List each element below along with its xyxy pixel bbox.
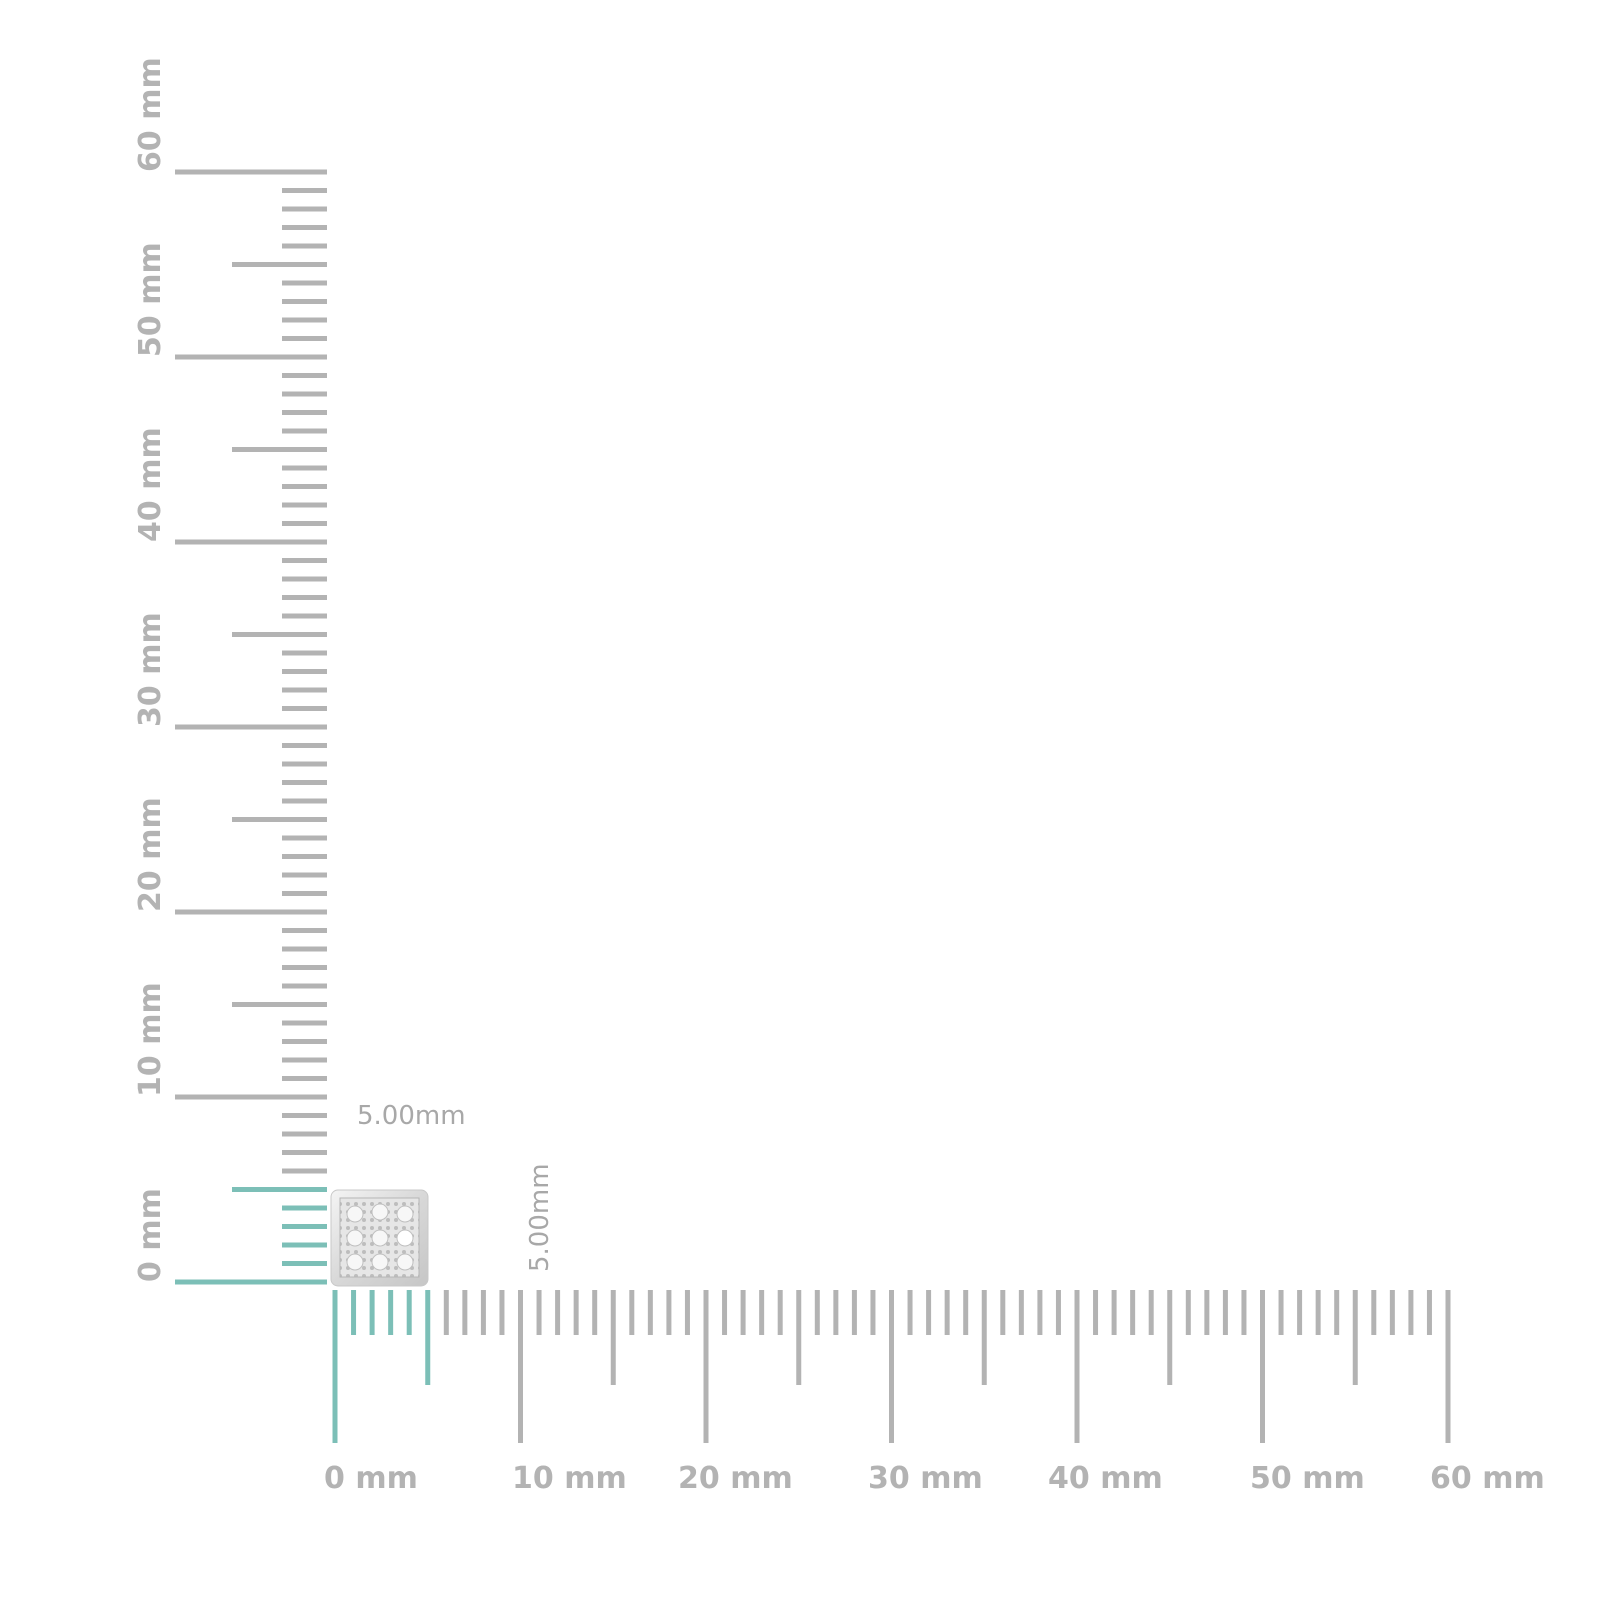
vertical-tick-label: 50 mm xyxy=(133,242,168,357)
vertical-tick-label: 20 mm xyxy=(133,797,168,912)
width-dimension-label: 5.00mm xyxy=(357,1101,466,1131)
earring-image xyxy=(330,1189,429,1287)
vertical-tick-label: 40 mm xyxy=(133,427,168,542)
horizontal-ruler-labels: 0 mm 10 mm 20 mm 30 mm 40 mm 50 mm 60 mm xyxy=(324,1461,1545,1496)
horizontal-tick-label: 40 mm xyxy=(1048,1461,1163,1496)
height-dimension-label: 5.00mm xyxy=(525,1163,555,1272)
vertical-tick-label: 0 mm xyxy=(133,1188,168,1282)
horizontal-tick-label: 20 mm xyxy=(678,1461,793,1496)
vertical-ruler xyxy=(175,169,327,1285)
horizontal-tick-label: 10 mm xyxy=(512,1461,627,1496)
horizontal-tick-label: 60 mm xyxy=(1430,1461,1545,1496)
vertical-tick-label: 30 mm xyxy=(133,612,168,727)
horizontal-tick-label: 50 mm xyxy=(1250,1461,1365,1496)
vertical-tick-label: 10 mm xyxy=(133,982,168,1097)
horizontal-tick-label: 30 mm xyxy=(868,1461,983,1496)
vertical-tick-label: 60 mm xyxy=(133,57,168,172)
horizontal-tick-label: 0 mm xyxy=(324,1461,418,1496)
vertical-ruler-labels: 0 mm 10 mm 20 mm 30 mm 40 mm 50 mm 60 mm xyxy=(133,57,168,1282)
horizontal-ruler xyxy=(332,1290,1451,1443)
